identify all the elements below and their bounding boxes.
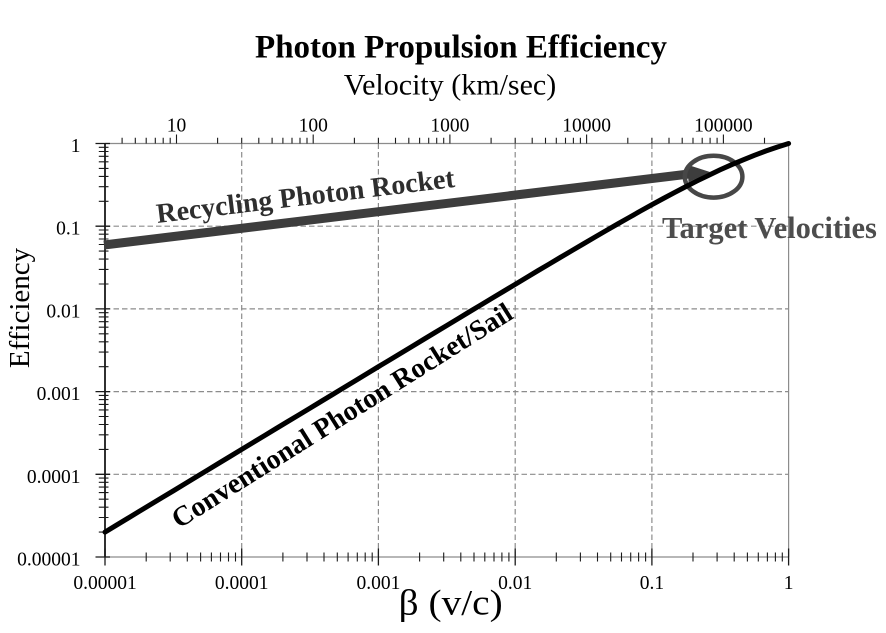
svg-text:0.0001: 0.0001 — [27, 467, 81, 488]
svg-text:β (v/c): β (v/c) — [399, 583, 503, 623]
svg-text:Velocity (km/sec): Velocity (km/sec) — [344, 69, 556, 102]
svg-text:1000: 1000 — [430, 116, 469, 137]
svg-text:10: 10 — [167, 116, 187, 137]
svg-text:Efficiency: Efficiency — [4, 247, 36, 368]
svg-text:0.00001: 0.00001 — [73, 573, 136, 594]
svg-text:1: 1 — [784, 573, 794, 594]
svg-text:0.1: 0.1 — [640, 573, 664, 594]
svg-text:1: 1 — [71, 136, 81, 157]
svg-text:100: 100 — [299, 116, 328, 137]
svg-text:0.1: 0.1 — [56, 219, 80, 240]
svg-text:0.01: 0.01 — [46, 301, 80, 322]
svg-text:10000: 10000 — [562, 116, 611, 137]
svg-text:0.001: 0.001 — [37, 384, 81, 405]
svg-text:Photon Propulsion Efficiency: Photon Propulsion Efficiency — [255, 29, 667, 65]
svg-text:0.001: 0.001 — [356, 573, 400, 594]
svg-text:0.00001: 0.00001 — [17, 550, 80, 571]
svg-text:Target Velocities: Target Velocities — [662, 211, 877, 245]
svg-text:0.0001: 0.0001 — [215, 573, 269, 594]
svg-text:100000: 100000 — [694, 116, 753, 137]
svg-text:0.01: 0.01 — [498, 573, 532, 594]
